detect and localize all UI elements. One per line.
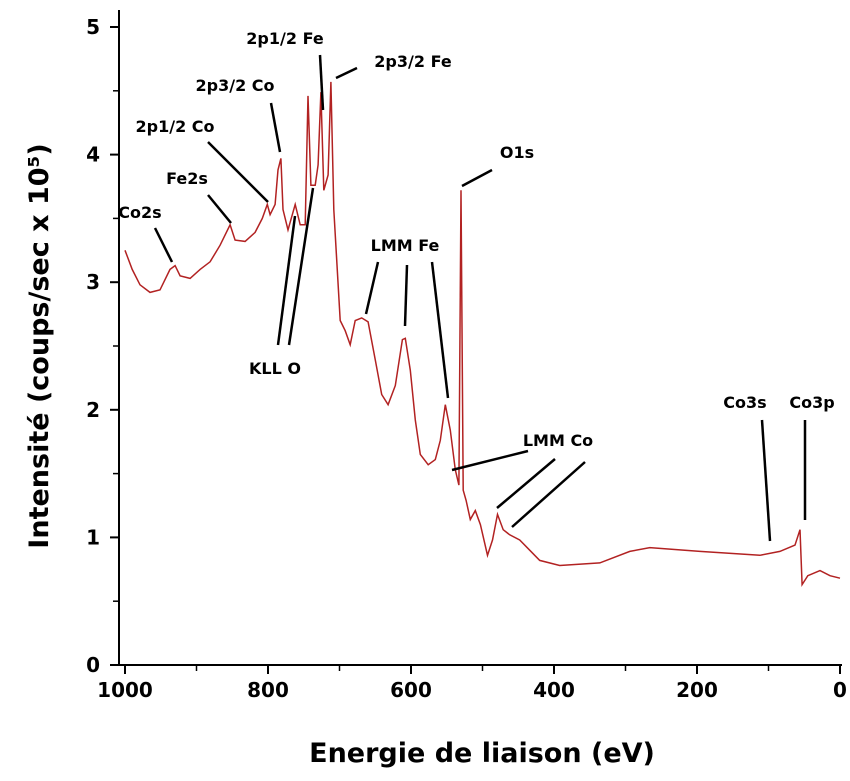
annotation-label: 2p1/2 Co (136, 117, 215, 136)
annotation-line (430, 261, 450, 399)
annotation-line (269, 102, 282, 153)
annotation-line (153, 227, 174, 263)
y-tick-label: 5 (86, 15, 100, 39)
annotation-label: LMM Co (523, 431, 593, 450)
annotation-line (207, 194, 232, 224)
x-tick-label: 600 (390, 678, 432, 702)
x-tick-label: 400 (533, 678, 575, 702)
annotation-line (287, 187, 315, 346)
annotation-line (511, 461, 586, 528)
annotation-line (276, 215, 297, 346)
annotation-label: O1s (500, 143, 534, 162)
annotation-label: KLL O (249, 359, 301, 378)
x-axis-label: Energie de liaison (eV) (309, 738, 655, 769)
annotation-label: 2p1/2 Fe (246, 29, 324, 48)
annotation-line (335, 66, 358, 80)
annotation-line (318, 54, 325, 111)
x-tick-label: 0 (833, 678, 847, 702)
annotation-line (364, 261, 380, 315)
x-tick-label: 1000 (97, 678, 153, 702)
annotation-line (403, 264, 409, 327)
annotation-label: Co3p (789, 393, 834, 412)
annotation-line (461, 168, 493, 188)
annotation-label: LMM Fe (371, 236, 440, 255)
annotation-label: Fe2s (166, 169, 208, 188)
annotation-line (496, 458, 556, 509)
annotation-line (760, 419, 772, 542)
annotation-line (207, 141, 269, 203)
annotation-label: 2p3/2 Fe (374, 52, 452, 71)
annotation-label: Co2s (118, 203, 161, 222)
annotation-line (451, 449, 529, 472)
y-tick-label: 4 (86, 143, 100, 167)
spectrum-line (124, 81, 841, 588)
y-tick-label: 0 (86, 653, 100, 677)
x-tick-label: 200 (676, 678, 718, 702)
annotation-label: Co3s (723, 393, 766, 412)
x-tick-label: 800 (247, 678, 289, 702)
y-tick-label: 1 (86, 525, 100, 549)
annotation-label: 2p3/2 Co (196, 76, 275, 95)
y-tick-label: 2 (86, 398, 100, 422)
y-tick-label: 3 (86, 270, 100, 294)
y-axis-label: Intensité (coups/sec x 10⁵) (24, 143, 55, 548)
